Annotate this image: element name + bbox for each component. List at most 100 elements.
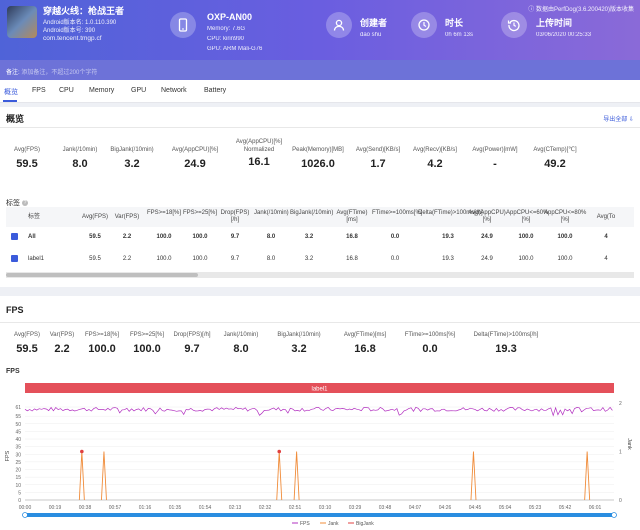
help-icon[interactable]: ?: [21, 200, 28, 207]
export-all-link[interactable]: 导出全部 ⇩: [603, 114, 634, 123]
x-tick-label: 05:23: [529, 505, 542, 511]
table-header-cell[interactable]: Drop(FPS)[/h]: [220, 210, 250, 223]
metric-label: Var(FPS): [49, 332, 75, 338]
device-memory: Memory: 7.6G: [207, 26, 246, 32]
table-cell: 100.0: [557, 256, 573, 262]
range-slider-handle-left: [22, 512, 28, 518]
collect-notice-text: 数据由PerfDog(3.6.200420)版本收集: [535, 7, 634, 13]
metric-label: Drop(FPS)[/h]: [173, 332, 211, 338]
jank-spike: [101, 451, 107, 501]
upload-value: 03/06/2020 00:25:33: [536, 32, 592, 38]
y-tick-label: 35: [15, 445, 21, 451]
table-header-cell[interactable]: Delta(FTime)>100ms[/h]: [418, 210, 483, 216]
metric-label: Avg(FPS): [14, 332, 40, 338]
overview-metric: Peak(Memory)[MB] 1026.0: [288, 146, 348, 170]
tags-title: 标签 ?: [6, 198, 28, 208]
table-header-cell[interactable]: Var(FPS): [114, 214, 140, 220]
table-header-cell[interactable]: Avg(FPS): [82, 214, 108, 220]
table-cell: 2.2: [122, 256, 132, 262]
x-tick-label: 05:04: [499, 505, 512, 511]
x-tick-label: 05:42: [559, 505, 572, 511]
x-tick-label: 04:45: [469, 505, 482, 511]
table-header-cell[interactable]: Avg(AppCPU)[%]: [468, 210, 506, 223]
x-tick-label: 00:57: [109, 505, 122, 511]
table-cell: 100.0: [192, 256, 208, 262]
legend-label: Jank: [328, 521, 339, 527]
range-slider-track: [25, 513, 614, 517]
fps-metric: Var(FPS) 2.2: [22, 331, 102, 355]
overview-metric: Avg(CTemp)[℃] 49.2: [525, 146, 585, 170]
table-header-cell[interactable]: AppCPU<=60%[%]: [506, 210, 549, 223]
package-name: com.tencent.tmgp.cf: [43, 35, 102, 42]
fps-metric: FPS>=25[%] 100.0: [107, 331, 187, 355]
horizontal-scrollbar[interactable]: [6, 272, 634, 278]
fps-section-title: FPS: [6, 305, 24, 315]
metric-value: 100.0: [133, 343, 161, 355]
metric-value: 59.5: [16, 343, 38, 355]
overview-metric: Avg(Power)[mW] -: [465, 146, 525, 170]
table-cell: 100.0: [557, 234, 573, 240]
table-header-cell[interactable]: BigJank(/10min): [290, 210, 334, 216]
metric-label: Avg(CTemp)[℃]: [533, 147, 577, 153]
y-tick-label: 55: [15, 414, 21, 420]
duration-label: 时长: [445, 18, 464, 28]
table-header-cell[interactable]: FPS>=18[%]: [146, 210, 182, 216]
fps-chart-title: FPS: [6, 368, 20, 375]
bigjank-marker: [80, 449, 84, 454]
table-row[interactable]: All 59.5 2.2 100.0 100.0 9.7 8.0 3.2 16.8 0.0 19.3…: [6, 227, 634, 247]
device-gpu: GPU: ARM Mali-G76: [207, 46, 263, 52]
tab-fps[interactable]: FPS: [32, 87, 46, 94]
metric-value: 1026.0: [301, 158, 335, 170]
table-header-cell[interactable]: Jank(/10min): [254, 210, 289, 216]
metric-label: Avg(FPS): [14, 147, 40, 153]
fps-metric: Avg(FTime)[ms] 16.8: [325, 331, 405, 355]
table-cell: 3.2: [304, 234, 314, 240]
y-tick-label: 0: [18, 498, 21, 504]
y-tick-label: 45: [15, 429, 21, 435]
table-cell: 2.2: [122, 234, 132, 240]
overview-metric: Avg(AppCPU)[%] Normalized 16.1: [229, 138, 289, 168]
y-tick-label: 15: [15, 475, 21, 481]
label-bar: [25, 383, 614, 393]
tag-name: All: [28, 234, 36, 240]
table-cell: 0.0: [390, 256, 400, 262]
metric-label: Avg(Send)[KB/s]: [355, 147, 401, 153]
x-tick-label: 00:00: [19, 505, 32, 511]
table-header-cell[interactable]: AppCPU<=80%[%]: [544, 210, 587, 223]
y2-tick-label: 2: [619, 401, 622, 407]
fps-series-line: [24, 406, 613, 417]
table-header-cell[interactable]: Avg(To: [596, 214, 616, 220]
table-cell: 8.0: [266, 256, 276, 262]
table-cell: 4: [604, 234, 608, 240]
metric-label: Avg(AppCPU)[%]: [235, 139, 283, 145]
tab-memory[interactable]: Memory: [89, 87, 115, 94]
x-tick-label: 00:38: [79, 505, 92, 511]
android-version: Android版本名: 1.0.110.390: [43, 20, 117, 26]
scrollbar-thumb[interactable]: [6, 273, 198, 277]
metric-value: 0.0: [422, 343, 438, 355]
table-cell: 100.0: [192, 234, 208, 240]
table-header-cell[interactable]: FTime>=100ms[%]: [372, 210, 423, 216]
table-header-cell[interactable]: Avg(FTime)[ms]: [336, 210, 368, 223]
tab-overview[interactable]: 概览: [4, 89, 18, 96]
tab-network[interactable]: Network: [161, 87, 187, 94]
table-header-cell[interactable]: 标签: [28, 214, 41, 220]
metric-value: 9.7: [184, 343, 200, 355]
fps-metric: Jank(/10min) 8.0: [201, 331, 281, 355]
duration-value: 0h 6m 13s: [445, 32, 474, 38]
table-cell: 24.9: [481, 256, 493, 262]
remark-input[interactable]: 添加备注，不超过200个字符: [21, 70, 98, 76]
phone-icon: [170, 12, 196, 38]
tab-gpu[interactable]: GPU: [131, 87, 147, 94]
row-checkbox[interactable]: [11, 233, 18, 240]
remark-bar[interactable]: 备注: 添加备注，不超过200个字符: [0, 60, 640, 80]
row-checkbox[interactable]: [11, 255, 18, 262]
report-header: 穿越火线：枪战王者 Android版本名: 1.0.110.390 Androi…: [0, 0, 640, 60]
table-header-cell[interactable]: FPS>=25[%]: [182, 210, 218, 216]
x-tick-label: 04:07: [409, 505, 422, 511]
tab-battery[interactable]: Battery: [204, 87, 227, 94]
tab-cpu[interactable]: CPU: [59, 87, 74, 94]
tab-bar: 概览 FPS CPU Memory GPU Network Battery: [0, 80, 640, 103]
table-row[interactable]: label1 59.5 2.2 100.0 100.0 9.7 8.0 3.2 16.8 0.0 1…: [6, 249, 634, 269]
